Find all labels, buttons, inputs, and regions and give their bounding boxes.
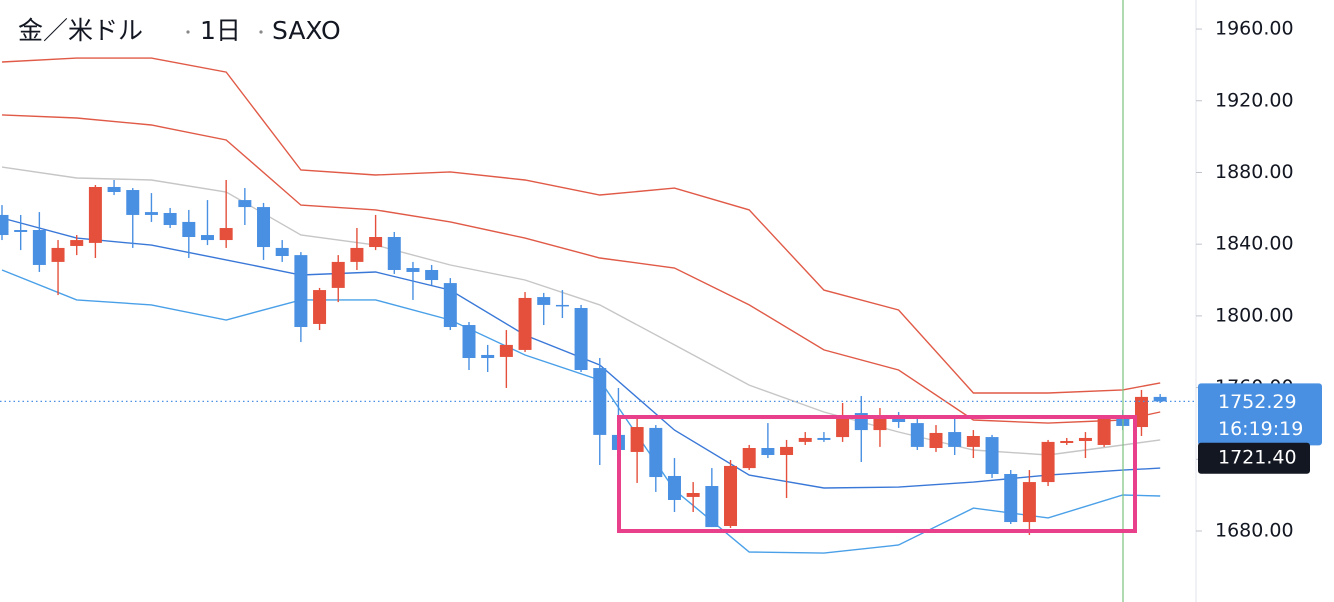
current-price-label: 1752.29: [1218, 391, 1297, 413]
candle-body: [257, 207, 271, 248]
candle-body: [369, 236, 383, 248]
candle-body: [537, 297, 551, 305]
candle-body: [126, 190, 140, 215]
candle-body: [499, 344, 513, 357]
candle-body: [313, 290, 327, 324]
candle-body: [51, 247, 65, 262]
candle-body: [14, 230, 28, 232]
candle-body: [798, 437, 812, 442]
candle-body: [443, 283, 457, 327]
candle-body: [1041, 441, 1055, 483]
y-tick-label: 1680.00: [1215, 520, 1294, 542]
title-separator: [259, 30, 263, 34]
candle-body: [275, 247, 289, 257]
candle-body: [948, 432, 962, 447]
y-tick-label: 1800.00: [1215, 304, 1294, 326]
title-separator: [186, 30, 190, 34]
candle-body: [1078, 437, 1092, 442]
candle-body: [32, 230, 46, 265]
y-tick-label: 1840.00: [1215, 233, 1294, 255]
candle-body: [163, 212, 177, 225]
candle-body: [70, 240, 84, 246]
candle-body: [892, 418, 906, 423]
candle-body: [649, 427, 663, 478]
candle-body: [630, 427, 644, 452]
countdown-label: 16:19:19: [1218, 418, 1303, 440]
candle-body: [1060, 441, 1074, 443]
candle-body: [780, 446, 794, 455]
candle-body: [200, 235, 214, 241]
candle-body: [350, 247, 364, 262]
candle-body: [481, 354, 495, 359]
candle-body: [406, 268, 420, 272]
candle-body: [518, 297, 532, 350]
candle-body: [686, 493, 700, 497]
price-axis: 1960.001920.001880.001840.001800.001760.…: [1196, 18, 1322, 542]
candle-body: [574, 307, 588, 371]
candle-body: [331, 261, 345, 288]
candle-body: [88, 186, 102, 243]
marker-price-box: [1198, 442, 1310, 474]
candle-body: [761, 448, 775, 455]
candle-body: [0, 214, 9, 236]
title-symbol: 金／米ドル: [18, 16, 143, 45]
candle-body: [219, 228, 233, 241]
band-line: [1, 57, 1161, 394]
candle-body: [1022, 482, 1036, 523]
candle-body: [1097, 416, 1111, 445]
candle-body: [294, 255, 308, 327]
title-interval: 1日: [200, 16, 241, 45]
candle-body: [910, 423, 924, 447]
candle-body: [1004, 473, 1018, 523]
highlight-box: [617, 415, 1137, 533]
candle-body: [985, 437, 999, 474]
candle-body: [724, 465, 738, 526]
y-tick-label: 1880.00: [1215, 161, 1294, 183]
candle-body: [929, 432, 943, 449]
candle-body: [705, 486, 719, 528]
candle-body: [966, 435, 980, 447]
candle-body: [387, 236, 401, 270]
band-line: [1, 114, 1161, 424]
candle-body: [836, 415, 850, 438]
marker-price-label: 1721.40: [1218, 446, 1297, 468]
candle-body: [238, 200, 252, 208]
current-price-box: [1198, 383, 1322, 446]
candle-body: [817, 437, 831, 440]
candle-body: [107, 186, 121, 193]
candle-body: [667, 475, 681, 500]
candle-body: [462, 325, 476, 359]
candle-body: [425, 269, 439, 281]
title: 金／米ドル 1日 SAXO: [18, 16, 341, 45]
candle-body: [742, 448, 756, 469]
candle-body: [182, 221, 196, 237]
candle-body: [144, 212, 158, 215]
y-tick-label: 1920.00: [1215, 89, 1294, 111]
candle-body: [1153, 396, 1167, 402]
y-tick-label: 1960.00: [1215, 18, 1294, 40]
candle-body: [1134, 396, 1148, 428]
candle-body: [555, 304, 569, 307]
title-source: SAXO: [272, 16, 341, 45]
